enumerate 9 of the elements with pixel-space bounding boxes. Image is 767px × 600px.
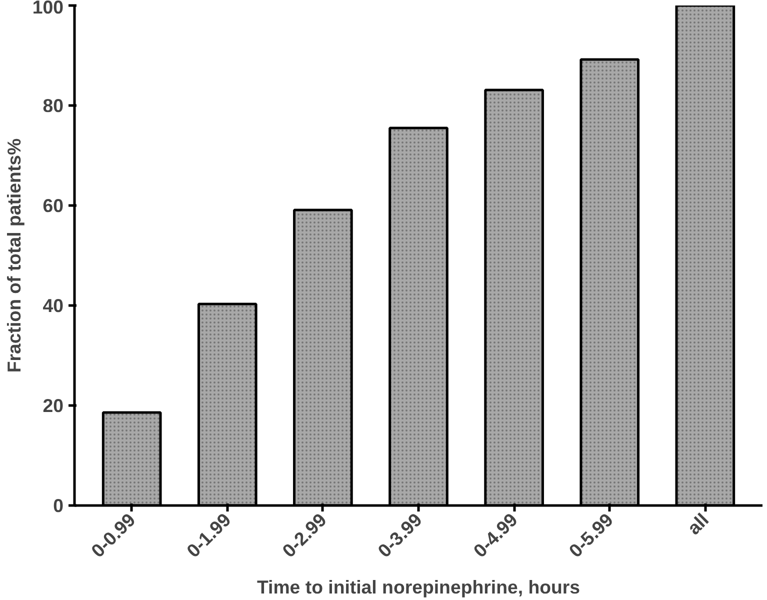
x-tick-label: all <box>683 509 713 539</box>
y-tick-label: 100 <box>32 0 64 18</box>
y-tick-label: 40 <box>42 295 64 316</box>
y-axis-title: Fraction of total patients% <box>3 138 24 373</box>
y-tick-label: 0 <box>53 495 64 516</box>
y-tick-label: 20 <box>42 395 64 416</box>
x-axis-title: Time to initial norepinephrine, hours <box>256 576 580 598</box>
y-tick-label: 60 <box>42 195 64 216</box>
y-tick-label: 80 <box>42 95 64 116</box>
